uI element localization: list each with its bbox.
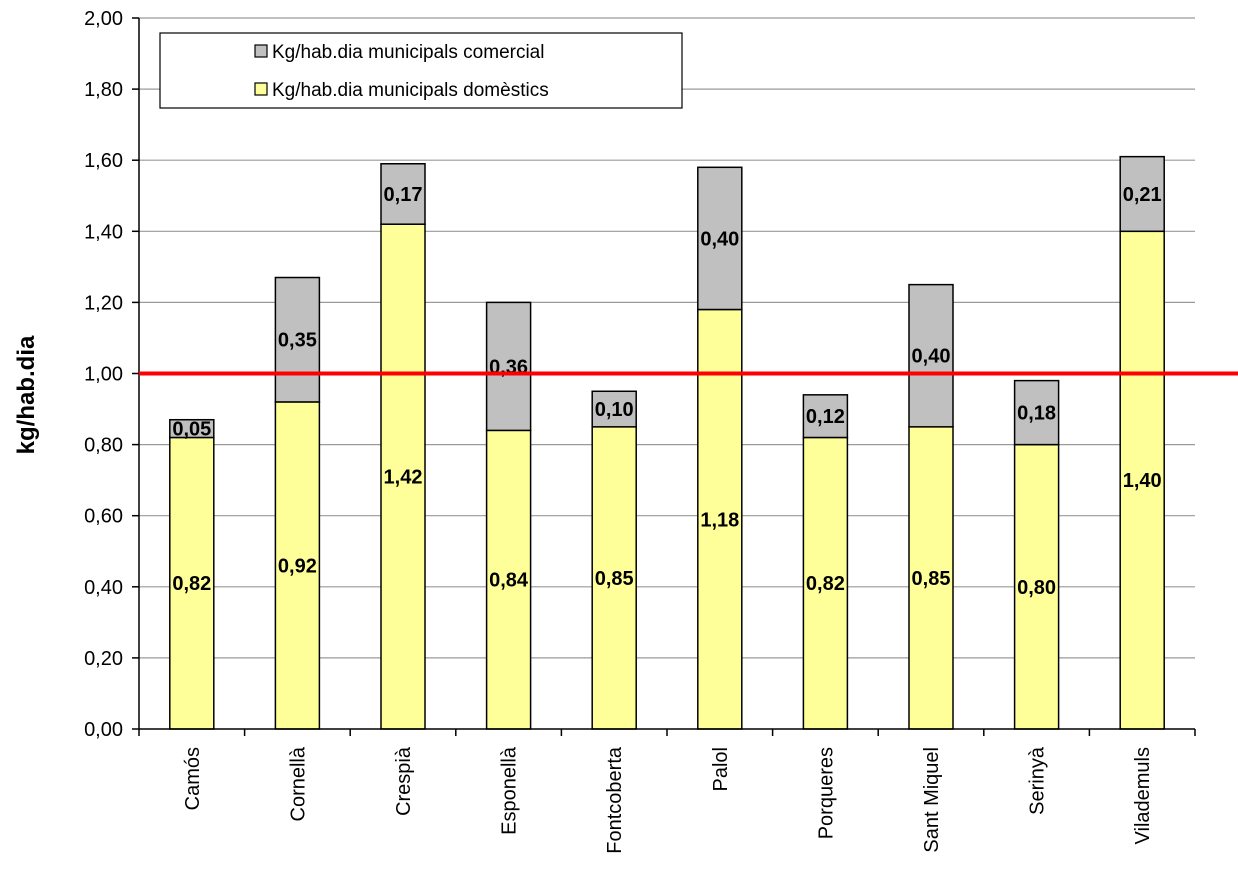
y-tick-label: 0,40 [84, 577, 123, 599]
data-label-domestic: 1,40 [1123, 470, 1162, 492]
data-label-domestic: 0,85 [595, 568, 634, 590]
y-tick-label: 0,60 [84, 506, 123, 528]
bar-commercial [802, 394, 849, 439]
data-label-commercial: 0,40 [912, 346, 951, 368]
bar-domestic [908, 426, 954, 730]
x-tick-labels: Camós Cornellà Crespià Esponellà Fontcoberta… [182, 746, 1154, 854]
data-label-domestic: 0,92 [278, 555, 317, 577]
bar-commercial [274, 276, 321, 403]
data-label-commercial: 0,40 [700, 228, 739, 250]
bar-domestic [1119, 230, 1165, 730]
data-label-domestic: 0,82 [172, 573, 211, 595]
legend-label: Kg/hab.dia municipals domèstics [272, 80, 549, 101]
bar-domestic [591, 426, 637, 730]
data-label-commercial: 0,10 [595, 399, 634, 421]
legend-label: Kg/hab.dia municipals comercial [272, 42, 544, 63]
x-tick-label: Camós [182, 747, 204, 810]
x-tick-label: Esponellà [499, 746, 521, 835]
y-axis-label: kg/hab.dia [13, 335, 40, 454]
bar-commercial [1119, 155, 1165, 233]
x-tick-label: Porqueres [815, 747, 837, 839]
y-tick-label: 1,80 [84, 79, 123, 101]
data-label-commercial: 0,12 [806, 406, 845, 428]
y-tick-label: 0,80 [84, 435, 123, 457]
legend-swatch [254, 44, 268, 58]
data-label-domestic: 1,18 [700, 509, 739, 531]
legend: Kg/hab.dia municipals comercial Kg/hab.di… [159, 32, 683, 109]
bar-commercial [169, 418, 215, 439]
data-label-domestic: 1,42 [384, 467, 423, 489]
bar-commercial [591, 390, 637, 428]
data-label-commercial: 0,18 [1017, 403, 1056, 425]
x-tick-label: Crespià [393, 746, 415, 816]
data-label-domestic: 0,85 [912, 568, 951, 590]
data-label-commercial: 0,35 [278, 330, 317, 352]
x-tick-label: Sant Miquel [921, 747, 943, 853]
y-tick-labels: 0,00 0,20 0,40 0,60 0,80 1,00 1,20 1,40 1,60 1,80… [84, 8, 123, 741]
data-label-commercial: 0,17 [384, 184, 423, 206]
bar-domestic [1013, 443, 1060, 730]
y-tick-label: 1,00 [84, 364, 123, 386]
data-label-domestic: 0,80 [1017, 577, 1056, 599]
data-label-domestic: 0,84 [489, 570, 529, 592]
bar-commercial [697, 166, 743, 311]
x-tick-label: Serinyà [1027, 746, 1049, 815]
bar-commercial [1013, 379, 1060, 446]
y-tick-label: 1,20 [84, 292, 123, 314]
x-tick-label: Palol [710, 747, 732, 791]
data-label-commercial: 0,21 [1123, 184, 1162, 206]
x-tick-label: Cornellà [287, 746, 309, 821]
bar-commercial [380, 163, 426, 225]
bar-commercial [908, 283, 954, 428]
bars [169, 155, 1165, 730]
y-tick-label: 1,40 [84, 221, 123, 243]
y-tick-label: 1,60 [84, 150, 123, 172]
x-tick-label: Fontcoberta [604, 746, 626, 854]
data-label-domestic: 0,82 [806, 573, 845, 595]
y-tick-label: 2,00 [84, 8, 123, 30]
legend-box [159, 32, 683, 109]
data-label-commercial: 0,05 [172, 419, 211, 441]
y-tick-label: 0,00 [84, 719, 123, 741]
bar-commercial [485, 301, 532, 432]
legend-swatch [254, 82, 268, 96]
x-tick-label: Vilademuls [1132, 747, 1154, 844]
data-labels: 0,820,050,920,351,420,170,840,360,850,10… [172, 184, 1161, 599]
y-tick-label: 0,20 [84, 648, 123, 670]
